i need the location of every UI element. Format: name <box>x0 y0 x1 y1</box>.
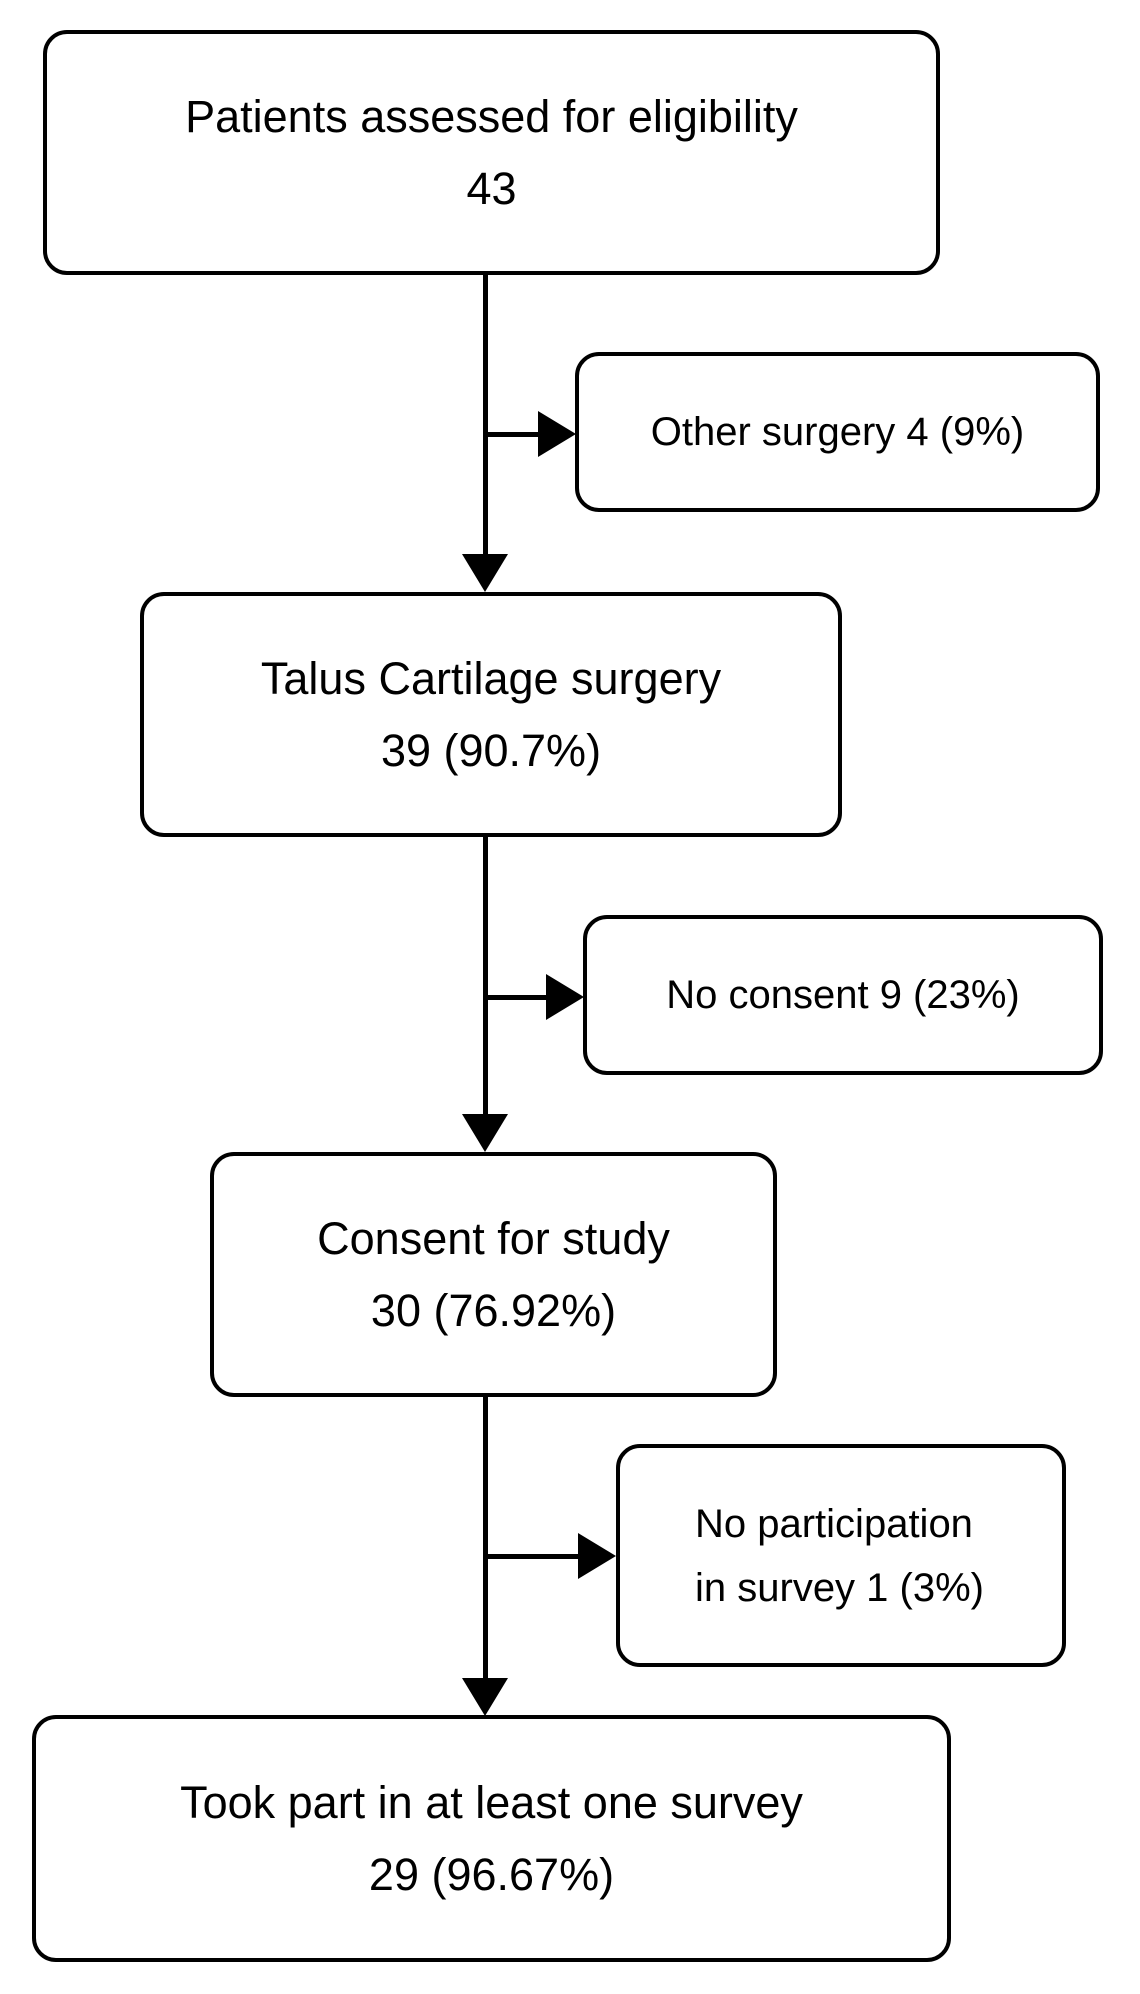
flow-node-label: Patients assessed for eligibility <box>185 90 798 142</box>
flow-node-consent-for-study: Consent for study 30 (76.92%) <box>210 1152 777 1397</box>
arrowhead-right-icon <box>538 411 576 457</box>
flow-node-count: 39 (90.7%) <box>380 724 602 776</box>
branch-line-2 <box>483 995 548 1000</box>
exclusion-node-other-surgery: Other surgery 4 (9%) <box>575 352 1100 512</box>
arrowhead-right-icon <box>546 974 584 1020</box>
flow-node-talus-cartilage-surgery: Talus Cartilage surgery 39 (90.7%) <box>140 592 842 837</box>
arrowhead-right-icon <box>578 1533 616 1579</box>
connector-line-2 <box>483 835 488 1117</box>
connector-line-1 <box>483 273 488 556</box>
exclusion-node-label: Other surgery 4 (9%) <box>650 410 1025 454</box>
exclusion-node-no-participation: No participation in survey 1 (3%) <box>616 1444 1066 1667</box>
branch-line-3 <box>483 1554 581 1559</box>
flow-node-label: Consent for study <box>317 1212 670 1264</box>
flow-node-patients-assessed: Patients assessed for eligibility 43 <box>43 30 940 275</box>
flow-node-label: Talus Cartilage surgery <box>260 652 722 704</box>
arrowhead-down-icon <box>462 1114 508 1152</box>
connector-line-3 <box>483 1395 488 1680</box>
flow-node-label: Took part in at least one survey <box>180 1776 803 1828</box>
exclusion-node-label-line2: in survey 1 (3%) <box>695 1565 984 1610</box>
flow-node-took-part-in-survey: Took part in at least one survey 29 (96.… <box>32 1715 951 1962</box>
exclusion-node-label: No consent 9 (23%) <box>666 973 1020 1017</box>
flow-node-count: 30 (76.92%) <box>370 1284 617 1336</box>
branch-line-1 <box>483 432 541 437</box>
exclusion-node-no-consent: No consent 9 (23%) <box>583 915 1103 1075</box>
flow-node-count: 43 <box>466 162 517 214</box>
arrowhead-down-icon <box>462 554 508 592</box>
exclusion-node-label-line1: No participation <box>695 1501 973 1546</box>
flow-node-count: 29 (96.67%) <box>368 1848 615 1900</box>
arrowhead-down-icon <box>462 1678 508 1716</box>
